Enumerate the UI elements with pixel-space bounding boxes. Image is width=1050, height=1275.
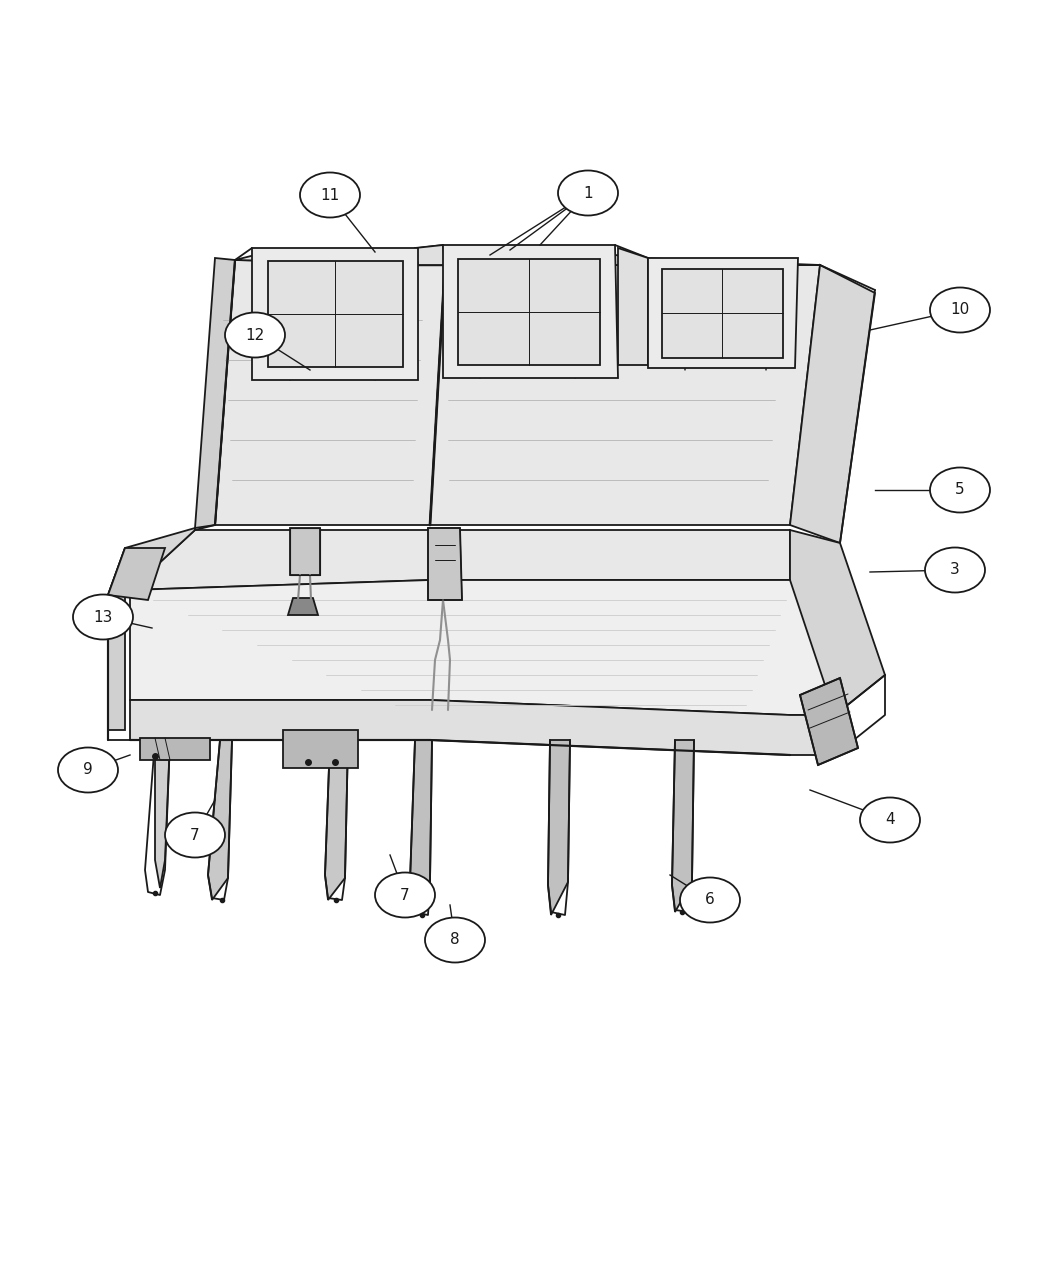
Text: 3: 3 (950, 562, 960, 578)
Ellipse shape (425, 918, 485, 963)
Text: 5: 5 (956, 482, 965, 497)
Polygon shape (458, 259, 600, 365)
Ellipse shape (225, 312, 285, 357)
Polygon shape (155, 740, 170, 887)
Polygon shape (268, 261, 403, 367)
Polygon shape (445, 255, 820, 265)
Ellipse shape (300, 172, 360, 218)
Polygon shape (130, 580, 835, 715)
Polygon shape (790, 530, 885, 715)
Polygon shape (662, 269, 783, 358)
Ellipse shape (558, 171, 618, 215)
Text: 8: 8 (450, 932, 460, 947)
Text: 1: 1 (583, 185, 593, 200)
Polygon shape (648, 258, 798, 368)
Text: 7: 7 (190, 827, 200, 843)
Polygon shape (326, 740, 348, 900)
Ellipse shape (925, 547, 985, 593)
Ellipse shape (680, 877, 740, 923)
Ellipse shape (165, 812, 225, 858)
Polygon shape (108, 548, 165, 601)
Ellipse shape (74, 594, 133, 640)
Polygon shape (800, 678, 858, 765)
Text: 7: 7 (400, 887, 410, 903)
Ellipse shape (860, 797, 920, 843)
Polygon shape (195, 258, 235, 528)
Polygon shape (208, 740, 232, 900)
Text: 4: 4 (885, 812, 895, 827)
Polygon shape (215, 260, 445, 525)
Polygon shape (130, 700, 835, 755)
Polygon shape (618, 249, 648, 365)
Polygon shape (140, 738, 210, 760)
Polygon shape (108, 528, 195, 595)
Ellipse shape (930, 468, 990, 513)
Polygon shape (430, 265, 820, 525)
Polygon shape (410, 740, 432, 915)
Polygon shape (548, 740, 570, 915)
Polygon shape (252, 249, 418, 380)
Ellipse shape (930, 287, 990, 333)
Text: 10: 10 (950, 302, 969, 317)
Polygon shape (430, 530, 790, 580)
Polygon shape (288, 598, 318, 615)
Polygon shape (290, 528, 320, 575)
Polygon shape (428, 528, 462, 601)
Polygon shape (108, 548, 125, 731)
Text: 11: 11 (320, 187, 339, 203)
Polygon shape (672, 740, 694, 912)
Polygon shape (790, 265, 875, 543)
Polygon shape (415, 245, 445, 265)
Polygon shape (130, 530, 430, 590)
Polygon shape (443, 245, 618, 377)
Ellipse shape (375, 872, 435, 918)
Text: 9: 9 (83, 762, 92, 778)
Text: 6: 6 (706, 892, 715, 908)
Text: 12: 12 (246, 328, 265, 343)
Ellipse shape (58, 747, 118, 793)
Polygon shape (284, 731, 358, 768)
Polygon shape (235, 255, 445, 265)
Text: 13: 13 (93, 609, 112, 625)
